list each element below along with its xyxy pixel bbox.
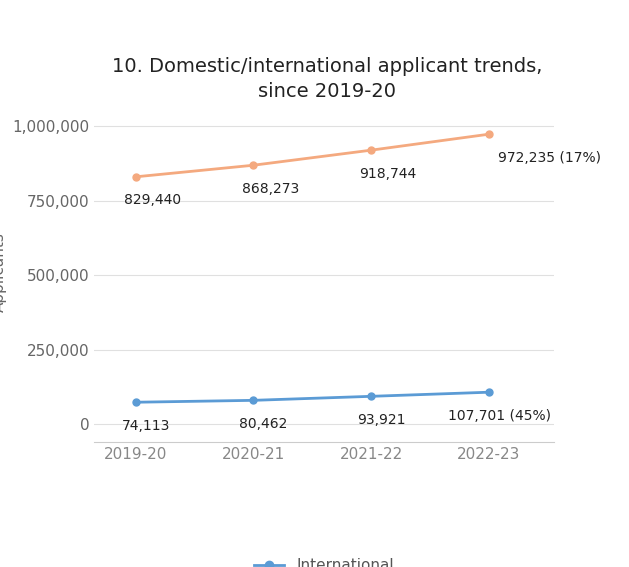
Domestic	[485, 131, 493, 138]
Text: 80,462: 80,462	[239, 417, 287, 431]
Domestic	[367, 147, 375, 154]
International	[250, 397, 257, 404]
Text: 74,113: 74,113	[121, 418, 170, 433]
Text: 10. Domestic/international applicant trends,
since 2019-20: 10. Domestic/international applicant tre…	[112, 57, 542, 101]
Text: 829,440: 829,440	[124, 193, 181, 208]
International	[485, 389, 493, 396]
Y-axis label: Applicants: Applicants	[0, 232, 7, 312]
Text: 972,235 (17%): 972,235 (17%)	[498, 151, 601, 164]
Text: 868,273: 868,273	[242, 181, 299, 196]
Legend: International, Domestic: International, Domestic	[248, 552, 400, 567]
International	[367, 393, 375, 400]
Text: 918,744: 918,744	[359, 167, 416, 181]
Domestic	[250, 162, 257, 168]
Domestic	[132, 174, 140, 180]
International	[132, 399, 140, 405]
Line: Domestic: Domestic	[132, 131, 493, 180]
Line: International: International	[132, 389, 493, 406]
Text: 93,921: 93,921	[357, 413, 406, 427]
Text: 107,701 (45%): 107,701 (45%)	[448, 409, 550, 422]
